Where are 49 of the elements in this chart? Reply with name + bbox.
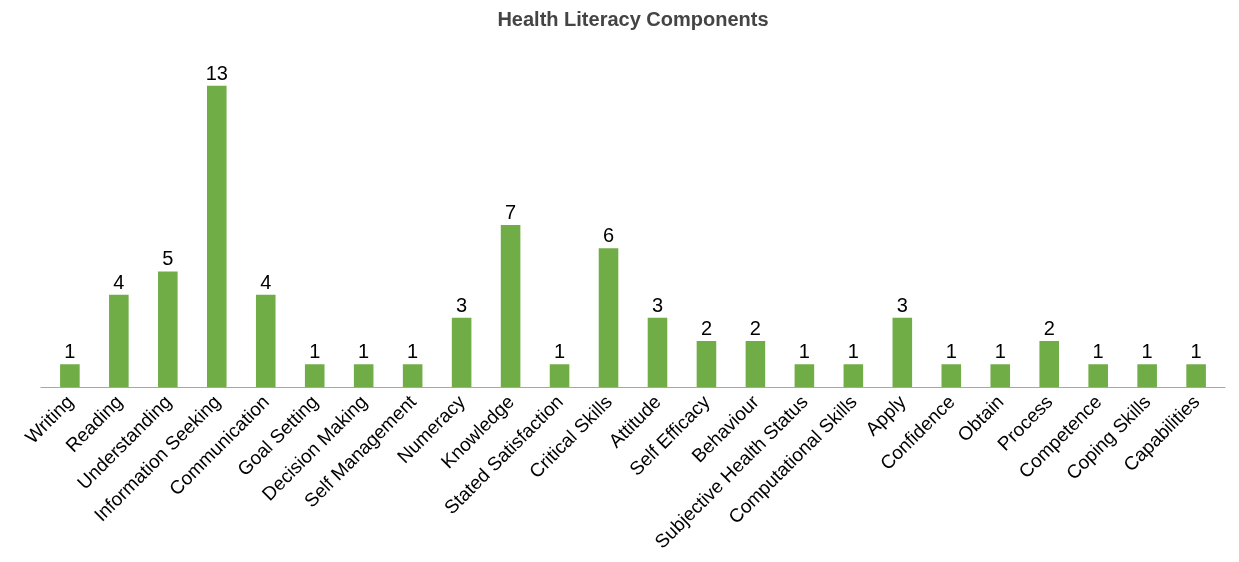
bar (206, 85, 227, 388)
data-label: 1 (1092, 340, 1104, 363)
bar (1088, 364, 1108, 388)
data-label: 1 (407, 340, 419, 363)
data-label: 2 (1043, 317, 1055, 340)
data-label: 2 (749, 317, 761, 340)
data-label: 2 (700, 317, 713, 340)
bar (1186, 364, 1206, 388)
bar (304, 364, 325, 388)
data-label: 3 (456, 293, 468, 316)
bar (402, 364, 423, 388)
bar (255, 294, 276, 388)
bar (892, 317, 913, 388)
data-label: 3 (896, 293, 908, 316)
data-label: 4 (260, 270, 272, 293)
data-label: 1 (358, 340, 370, 363)
bar (109, 294, 129, 388)
data-label: 5 (162, 247, 174, 270)
bar (1137, 364, 1157, 388)
bar (1039, 341, 1060, 388)
data-label: 4 (113, 270, 125, 293)
data-label: 1 (64, 340, 76, 363)
bar (60, 364, 80, 388)
bar (549, 364, 570, 388)
bar (794, 364, 815, 388)
bar (451, 317, 472, 388)
bar (843, 364, 864, 388)
bar (990, 364, 1011, 388)
data-label: 1 (994, 340, 1006, 363)
bar (941, 364, 962, 388)
data-label: 1 (1190, 340, 1202, 363)
data-label: 7 (505, 201, 517, 224)
bar (696, 341, 717, 388)
chart-title: Health Literacy Components (497, 7, 769, 30)
bar (500, 225, 521, 388)
bar (158, 271, 178, 388)
data-label: 13 (205, 61, 228, 84)
bar (647, 317, 668, 388)
data-label: 1 (847, 340, 859, 363)
bar (745, 341, 766, 388)
data-label: 1 (945, 340, 957, 363)
data-label: 1 (553, 340, 566, 363)
data-label: 1 (309, 340, 321, 363)
bar (598, 248, 619, 388)
bar (353, 364, 374, 388)
data-label: 6 (602, 224, 615, 247)
data-label: 1 (1141, 340, 1153, 363)
data-label: 1 (798, 340, 810, 363)
data-label: 3 (651, 293, 664, 316)
